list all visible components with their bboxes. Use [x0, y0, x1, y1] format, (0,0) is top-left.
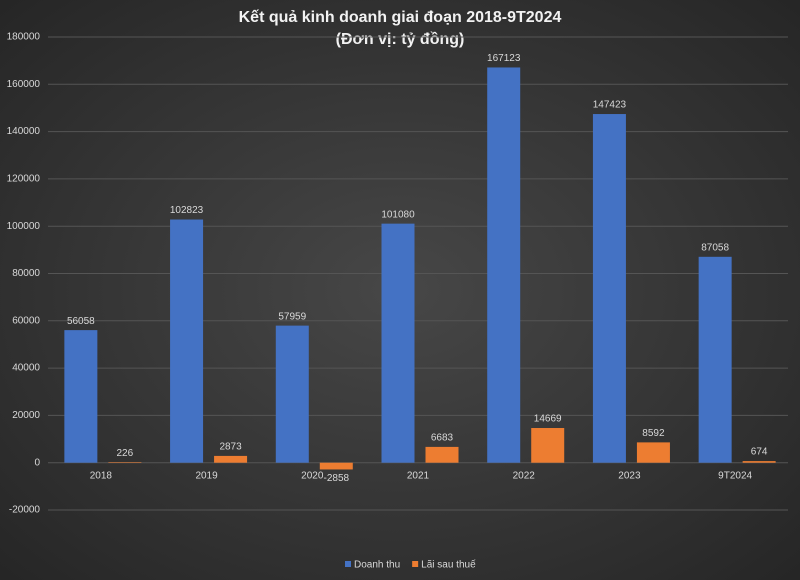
bar: [636, 442, 670, 463]
chart-subtitle: (Đơn vị: tỷ đồng): [336, 31, 465, 48]
data-label: 8592: [642, 428, 665, 439]
legend-label: Doanh thu: [354, 560, 400, 571]
y-tick-label: 140000: [7, 126, 41, 137]
bar: [64, 330, 98, 463]
y-tick-label: -20000: [9, 505, 41, 516]
legend-swatch: [412, 561, 419, 567]
bar: [275, 325, 309, 463]
y-tick-label: 80000: [12, 268, 40, 279]
bar: [319, 462, 353, 470]
y-tick-label: 40000: [12, 363, 40, 374]
bar: [742, 461, 776, 463]
data-label: 147423: [593, 100, 627, 111]
bar: [487, 67, 521, 463]
bar: [170, 219, 204, 463]
data-label: 226: [117, 448, 134, 459]
bar: [425, 446, 459, 463]
legend-swatch: [345, 561, 351, 567]
data-label: 56058: [67, 316, 95, 327]
data-label: 6683: [431, 433, 454, 444]
x-tick-label: 2023: [618, 470, 641, 481]
y-tick-label: 100000: [7, 221, 41, 232]
bar: [531, 428, 565, 463]
y-tick-label: 160000: [7, 79, 41, 90]
x-tick-label: 9T2024: [718, 470, 752, 481]
x-tick-label: 2022: [513, 470, 536, 481]
data-label: 102823: [170, 205, 204, 216]
legend-label: Lãi sau thuế: [421, 559, 476, 571]
x-tick-label: 2019: [195, 470, 218, 481]
y-tick-label: 20000: [12, 410, 40, 421]
bar: [108, 462, 142, 463]
data-label: -2858: [323, 473, 349, 484]
data-label: 674: [751, 447, 768, 458]
data-label: 57959: [278, 311, 306, 322]
bar: [214, 455, 248, 463]
y-tick-label: 120000: [7, 174, 41, 185]
x-tick-label: 2020: [301, 470, 324, 481]
data-label: 101080: [381, 209, 415, 220]
x-tick-label: 2018: [90, 470, 113, 481]
bar: [592, 114, 626, 463]
data-label: 87058: [701, 242, 729, 253]
x-tick-label: 2021: [407, 470, 430, 481]
bar: [381, 223, 415, 463]
data-label: 167123: [487, 53, 521, 64]
chart-title: Kết quả kinh doanh giai đoạn 2018-9T2024: [239, 9, 562, 26]
y-tick-label: 0: [34, 457, 40, 468]
data-label: 2873: [219, 442, 242, 453]
y-tick-label: 180000: [7, 32, 41, 43]
data-label: 14669: [534, 414, 562, 425]
y-tick-label: 60000: [12, 315, 40, 326]
bar: [698, 256, 732, 463]
